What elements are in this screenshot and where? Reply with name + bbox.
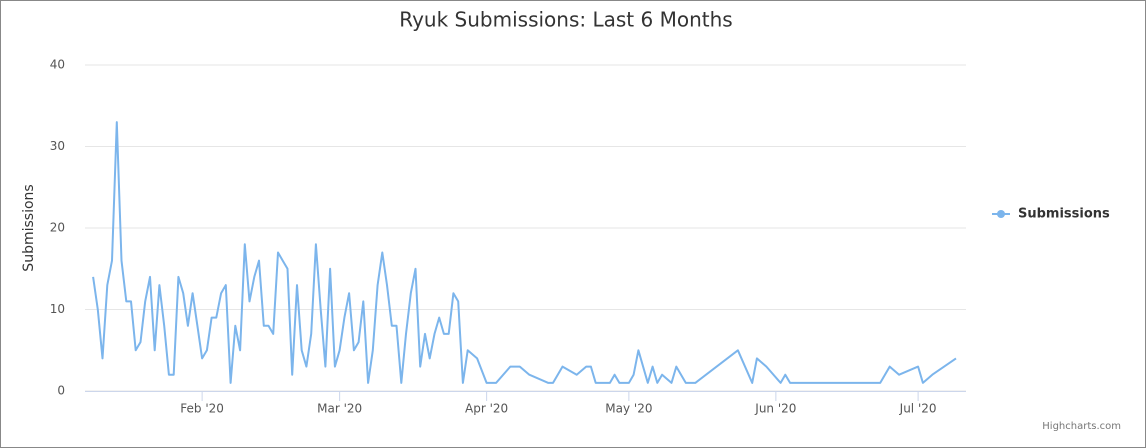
- x-tick-label: May '20: [605, 402, 652, 416]
- legend-marker: [997, 210, 1005, 218]
- data-line: [92, 121, 957, 384]
- y-tick-label: 40: [50, 58, 65, 72]
- y-tick-label: 30: [50, 139, 65, 153]
- x-tick-label: Apr '20: [465, 402, 508, 416]
- legend-label[interactable]: Submissions: [1018, 207, 1110, 222]
- y-tick-label: 10: [50, 302, 65, 316]
- x-tick-label: Feb '20: [180, 402, 224, 416]
- chart-title: Ryuk Submissions: Last 6 Months: [399, 8, 732, 32]
- x-tick-label: Jun '20: [754, 402, 796, 416]
- y-tick-label: 0: [57, 384, 65, 398]
- y-axis-title: Submissions: [21, 184, 37, 271]
- x-tick-label: Jul '20: [899, 402, 937, 416]
- y-tick-label: 20: [50, 221, 65, 235]
- credits: Highcharts.com: [1042, 421, 1121, 432]
- x-tick-label: Mar '20: [317, 402, 362, 416]
